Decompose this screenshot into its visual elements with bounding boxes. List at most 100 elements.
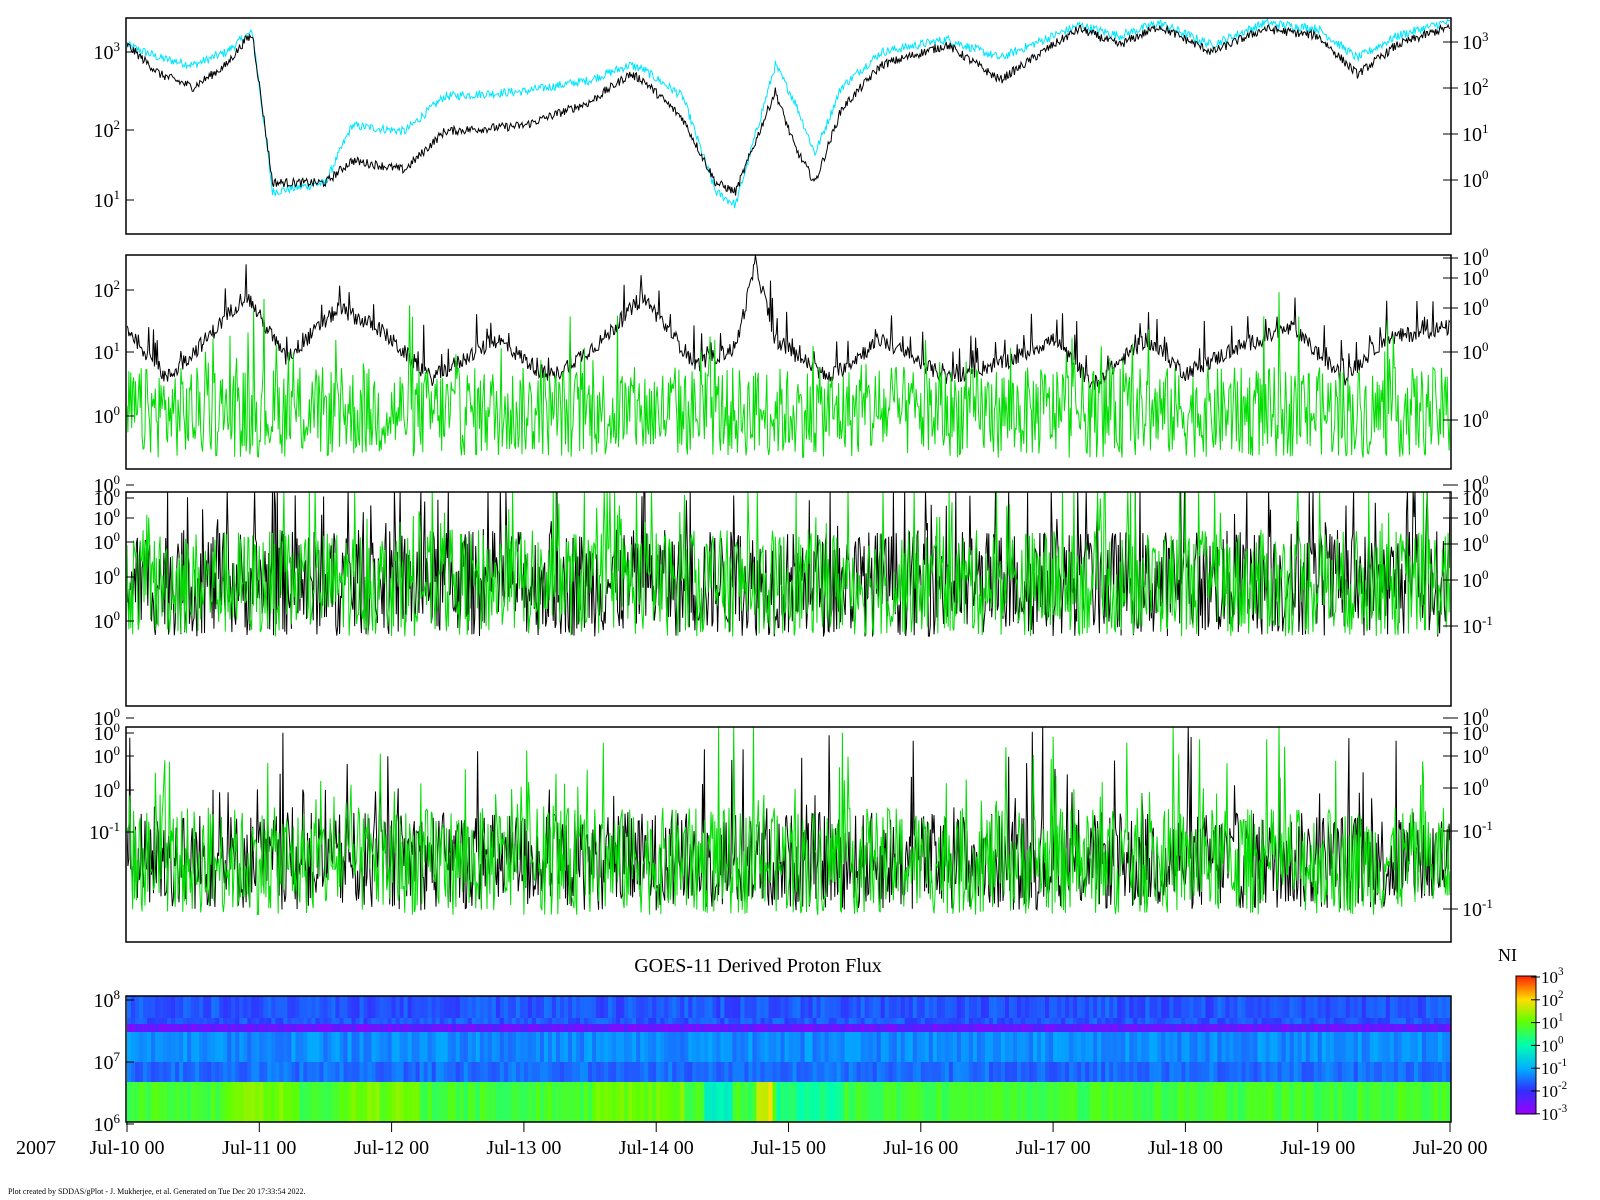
heatmap-cell — [1321, 1018, 1327, 1024]
heatmap-cell — [259, 1032, 264, 1062]
heatmap-cell — [1397, 1082, 1403, 1122]
heatmap-cell — [219, 1032, 224, 1062]
heatmap-cell — [572, 1024, 577, 1032]
heatmap-cell — [596, 1018, 601, 1024]
heatmap-cell — [1065, 1082, 1070, 1122]
heatmap-cell — [1149, 996, 1154, 1018]
heatmap-cell — [403, 1062, 409, 1082]
heatmap-cell — [892, 1062, 898, 1082]
heatmap-cell — [896, 1032, 902, 1062]
heatmap-cell — [1009, 1082, 1014, 1122]
heatmap-cell — [443, 1082, 449, 1122]
heatmap-cell — [551, 1062, 557, 1082]
heatmap-cell — [1041, 1082, 1046, 1122]
heatmap-cell — [1285, 1018, 1291, 1024]
heatmap-cell — [812, 1024, 817, 1032]
heatmap-cell — [159, 1062, 164, 1082]
heatmap-cell — [1317, 1082, 1323, 1122]
heatmap-cell — [900, 1032, 906, 1062]
heatmap-cell — [1313, 1018, 1319, 1024]
heatmap-cell — [1249, 1024, 1254, 1032]
heatmap-cell — [1109, 1018, 1114, 1024]
heatmap-cell — [808, 1082, 813, 1122]
heatmap-cell — [195, 1032, 200, 1062]
heatmap-cell — [672, 1024, 677, 1032]
heatmap-cell — [668, 1082, 673, 1122]
heatmap-cell — [1329, 1082, 1335, 1122]
heatmap-cell — [1437, 1062, 1443, 1082]
heatmap-cell — [956, 1082, 962, 1122]
heatmap-cell — [511, 1018, 517, 1024]
heatmap-cell — [283, 1082, 288, 1122]
heatmap-cell — [1165, 1082, 1170, 1122]
heatmap-cell — [231, 1082, 236, 1122]
heatmap-cell — [752, 1062, 757, 1082]
heatmap-cell — [1004, 1062, 1010, 1082]
heatmap-cell — [824, 1082, 829, 1122]
heatmap-cell — [636, 1018, 641, 1024]
heatmap-cell — [431, 1032, 437, 1062]
heatmap-cell — [864, 1032, 870, 1062]
heatmap-cell — [1000, 1032, 1006, 1062]
left-tick-label: 100 — [94, 720, 121, 745]
heatmap-cell — [1101, 996, 1106, 1018]
heatmap-cell — [1133, 996, 1138, 1018]
heatmap-cell — [303, 1032, 308, 1062]
heatmap-cell — [1033, 1024, 1038, 1032]
heatmap-cell — [207, 1032, 212, 1062]
heatmap-cell — [535, 1018, 541, 1024]
heatmap-cell — [1261, 1082, 1266, 1122]
heatmap-cell — [1197, 1024, 1202, 1032]
heatmap-cell — [848, 1032, 854, 1062]
heatmap-title: GOES-11 Derived Proton Flux — [634, 955, 882, 977]
heatmap-cell — [780, 1024, 785, 1032]
heatmap-cell — [423, 1062, 429, 1082]
colorbar-tick-label: 101 — [1541, 1012, 1564, 1033]
heatmap-cell — [471, 1062, 477, 1082]
heatmap-cell — [712, 1024, 717, 1032]
heatmap-cell — [167, 1032, 172, 1062]
heatmap-cell — [523, 1018, 529, 1024]
heatmap-cell — [219, 1018, 224, 1024]
heatmap-cell — [756, 1082, 761, 1122]
heatmap-cell — [1301, 996, 1307, 1018]
heatmap-cell — [439, 1082, 445, 1122]
heatmap-cell — [1169, 1082, 1174, 1122]
heatmap-cell — [1253, 1024, 1258, 1032]
heatmap-cell — [756, 1018, 761, 1024]
heatmap-cell — [547, 1032, 553, 1062]
heatmap-cell — [467, 1062, 473, 1082]
heatmap-cell — [1429, 1032, 1435, 1062]
right-tick-label: 100 — [1462, 775, 1489, 800]
heatmap-cell — [792, 996, 797, 1018]
heatmap-cell — [1397, 1018, 1403, 1024]
heatmap-cell — [1093, 1082, 1098, 1122]
heatmap-cell — [455, 1062, 461, 1082]
heatmap-cell — [1161, 996, 1166, 1018]
heatmap-cell — [1065, 1024, 1070, 1032]
heatmap-cell — [792, 1018, 797, 1024]
heatmap-cell — [1421, 1062, 1427, 1082]
heatmap-cell — [992, 1062, 998, 1082]
right-tick-label: 100 — [1462, 167, 1489, 192]
heatmap-cell — [856, 1032, 862, 1062]
heatmap-cell — [860, 1018, 866, 1024]
heatmap-cell — [1421, 1082, 1427, 1122]
heatmap-cell — [912, 996, 918, 1018]
heatmap-cell — [1289, 1032, 1295, 1062]
heatmap-cell — [1105, 996, 1110, 1018]
heatmap-cell — [1357, 1032, 1363, 1062]
heatmap-cell — [1297, 996, 1303, 1018]
heatmap-cell — [1245, 1032, 1250, 1062]
heatmap-cell — [812, 996, 817, 1018]
heatmap-cell — [179, 1062, 184, 1082]
heatmap-cell — [139, 1062, 144, 1082]
heatmap-cell — [776, 1032, 781, 1062]
heatmap-cell — [255, 1024, 260, 1032]
heatmap-cell — [251, 1032, 256, 1062]
heatmap-cell — [1289, 1062, 1295, 1082]
heatmap-cell — [1297, 1024, 1303, 1032]
heatmap-cell — [924, 1082, 930, 1122]
heatmap-cell — [227, 1018, 232, 1024]
